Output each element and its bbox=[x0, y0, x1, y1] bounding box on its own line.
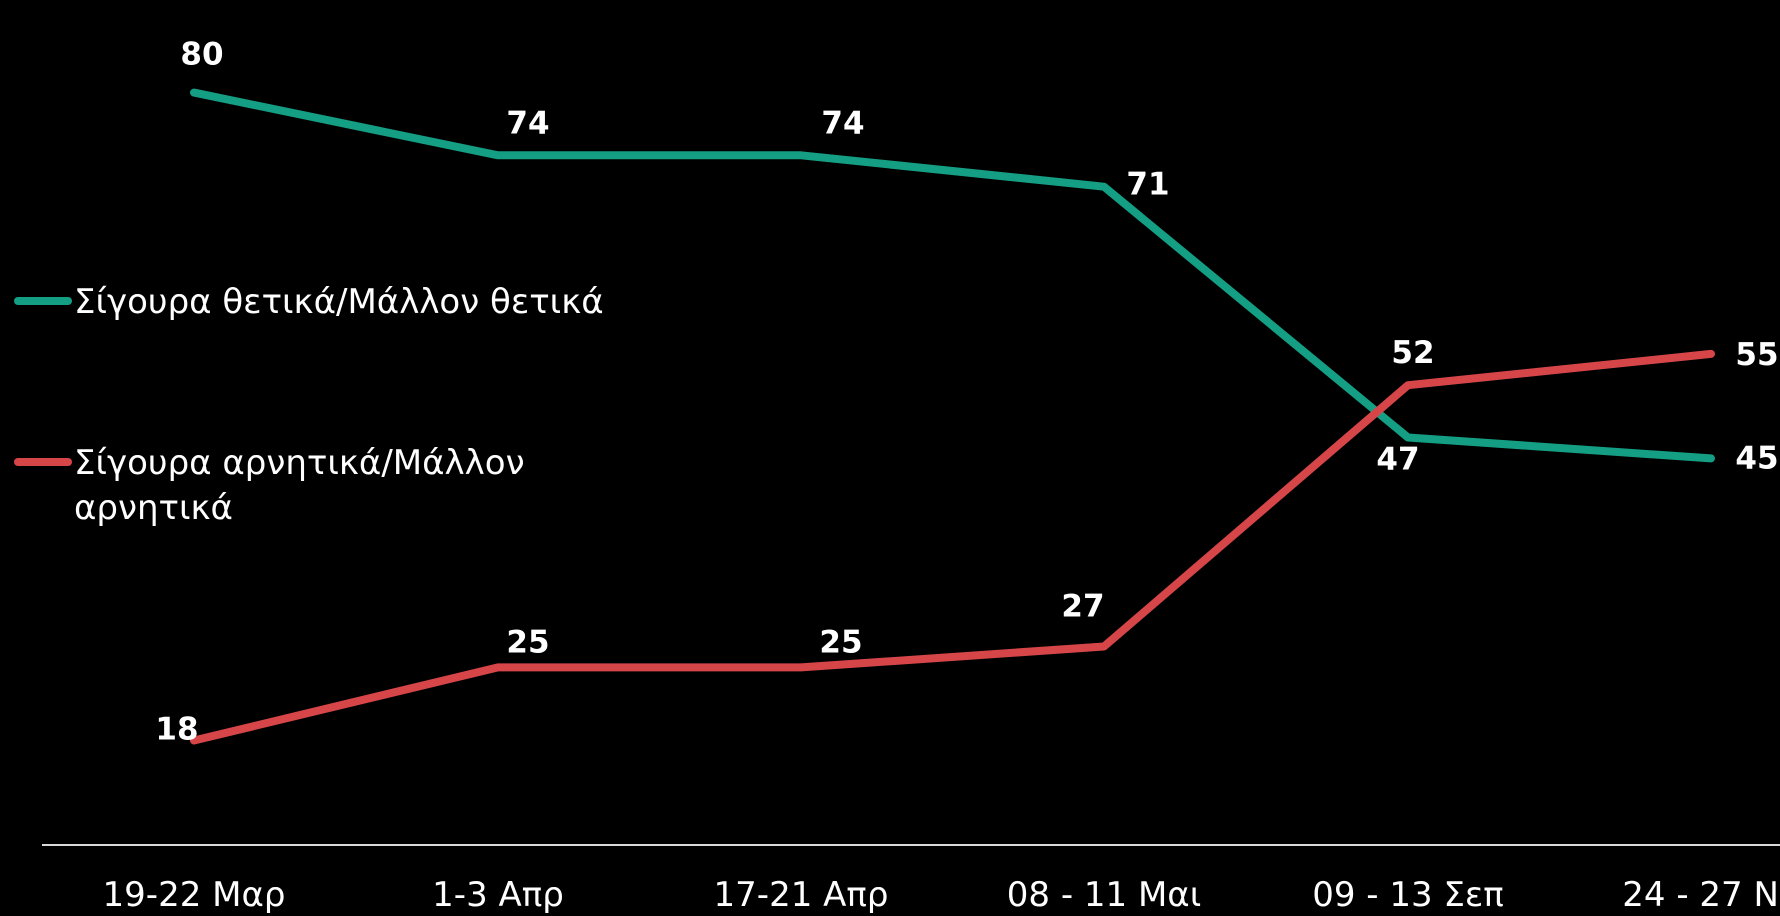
data-label: 71 bbox=[1126, 167, 1169, 203]
data-label: 80 bbox=[180, 37, 223, 73]
data-label: 25 bbox=[819, 624, 862, 660]
legend: Σίγουρα θετικά/Μάλλον θετικά Σίγουρα αρνη… bbox=[14, 282, 604, 528]
x-tick-layer: 19-22 Μαρ 1-3 Απρ 17-21 Απρ 08 - 11 Μαι 09 -… bbox=[103, 875, 1780, 915]
series-line-2 bbox=[190, 349, 1715, 745]
x-tick-label: 1-3 Απρ bbox=[432, 875, 564, 915]
data-label: 18 bbox=[155, 712, 198, 748]
data-label: 47 bbox=[1376, 442, 1419, 478]
x-tick-label: 17-21 Απρ bbox=[714, 875, 889, 915]
data-label-layer: 80 74 74 71 47 45 18 25 25 27 52 55 bbox=[155, 37, 1778, 748]
data-label: 52 bbox=[1391, 335, 1434, 371]
data-label: 74 bbox=[821, 105, 864, 141]
x-tick-label: 08 - 11 Μαι bbox=[1007, 875, 1201, 915]
data-label: 55 bbox=[1735, 337, 1778, 373]
x-tick-label: 09 - 13 Σεπ bbox=[1312, 875, 1504, 915]
legend-item-1: Σίγουρα θετικά/Μάλλον θετικά bbox=[14, 282, 604, 322]
x-tick-label: 19-22 Μαρ bbox=[103, 875, 286, 915]
data-label: 74 bbox=[506, 105, 549, 141]
legend-label: Σίγουρα θετικά/Μάλλον θετικά bbox=[74, 282, 604, 322]
x-tick-label: 24 - 27 Νο bbox=[1622, 875, 1780, 915]
data-label: 27 bbox=[1061, 589, 1104, 625]
series-layer bbox=[190, 88, 1715, 745]
data-label: 45 bbox=[1735, 440, 1778, 476]
data-label: 25 bbox=[506, 624, 549, 660]
legend-label: Σίγουρα αρνητικά/Μάλλον αρνητικά bbox=[74, 443, 525, 528]
series-line-1 bbox=[190, 88, 1715, 463]
legend-item-2: Σίγουρα αρνητικά/Μάλλον αρνητικά bbox=[14, 443, 525, 528]
